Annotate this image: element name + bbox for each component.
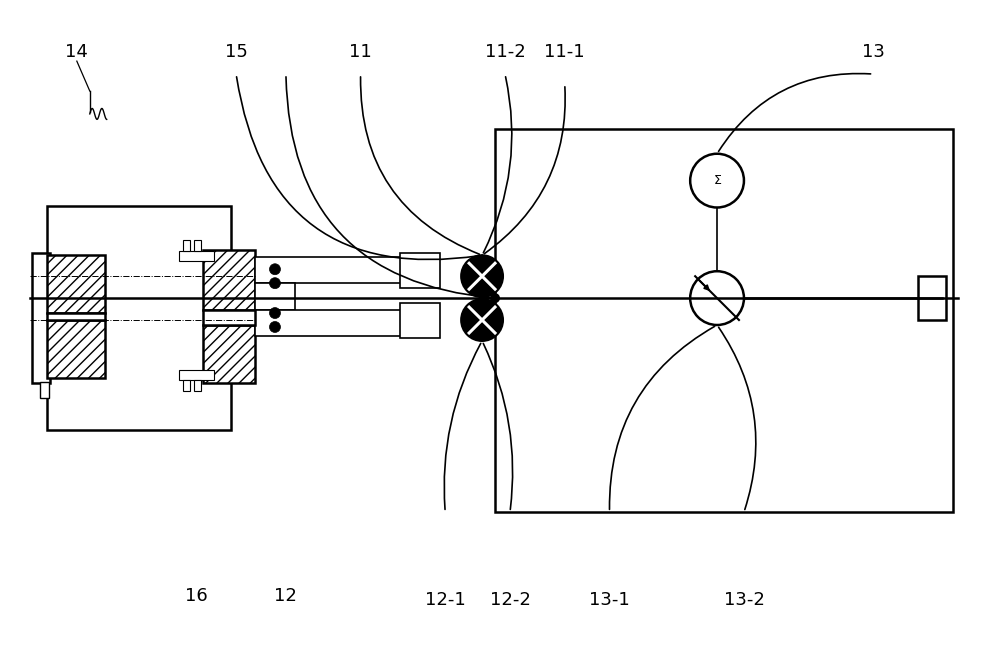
Bar: [255, 310, 419, 336]
FancyArrowPatch shape: [719, 327, 756, 509]
FancyArrowPatch shape: [609, 327, 715, 509]
Bar: [47, 205, 231, 430]
Bar: [203, 325, 255, 383]
Circle shape: [269, 321, 280, 332]
Bar: [194, 240, 201, 251]
Text: 11-1: 11-1: [544, 43, 585, 61]
Bar: [400, 303, 440, 338]
Text: 13-1: 13-1: [589, 591, 630, 608]
Circle shape: [269, 278, 280, 288]
FancyArrowPatch shape: [719, 73, 871, 152]
Bar: [183, 380, 190, 391]
Text: 12: 12: [274, 587, 297, 605]
Bar: [255, 257, 419, 283]
Bar: [255, 283, 295, 310]
Text: $\Sigma$: $\Sigma$: [713, 174, 722, 187]
Bar: [179, 370, 214, 380]
FancyArrowPatch shape: [484, 87, 565, 254]
FancyArrowPatch shape: [286, 77, 492, 298]
Circle shape: [461, 299, 503, 341]
Bar: [47, 320, 105, 378]
Bar: [32, 253, 50, 383]
Bar: [194, 380, 201, 391]
Circle shape: [461, 255, 503, 297]
FancyArrowPatch shape: [361, 77, 479, 254]
Text: 15: 15: [225, 43, 248, 61]
Bar: [203, 310, 255, 325]
Text: 12-2: 12-2: [490, 591, 530, 608]
FancyArrowPatch shape: [483, 343, 513, 509]
Bar: [400, 253, 440, 288]
Text: 16: 16: [185, 587, 208, 605]
Bar: [495, 129, 953, 512]
Text: 11-2: 11-2: [485, 43, 525, 61]
Text: 12-1: 12-1: [425, 591, 466, 608]
Bar: [47, 255, 105, 313]
Bar: [40, 382, 49, 398]
FancyArrowPatch shape: [483, 77, 512, 253]
Circle shape: [269, 264, 280, 275]
Bar: [918, 276, 946, 320]
Bar: [203, 250, 255, 310]
Text: 13: 13: [862, 43, 885, 61]
Bar: [183, 240, 190, 251]
Text: 13-2: 13-2: [724, 591, 764, 608]
Bar: [179, 251, 214, 261]
FancyArrowPatch shape: [444, 343, 481, 509]
Bar: [47, 313, 105, 320]
FancyArrowPatch shape: [237, 77, 479, 260]
Text: 11: 11: [349, 43, 372, 61]
Text: 14: 14: [65, 43, 88, 61]
Circle shape: [490, 293, 500, 303]
Circle shape: [269, 308, 280, 319]
